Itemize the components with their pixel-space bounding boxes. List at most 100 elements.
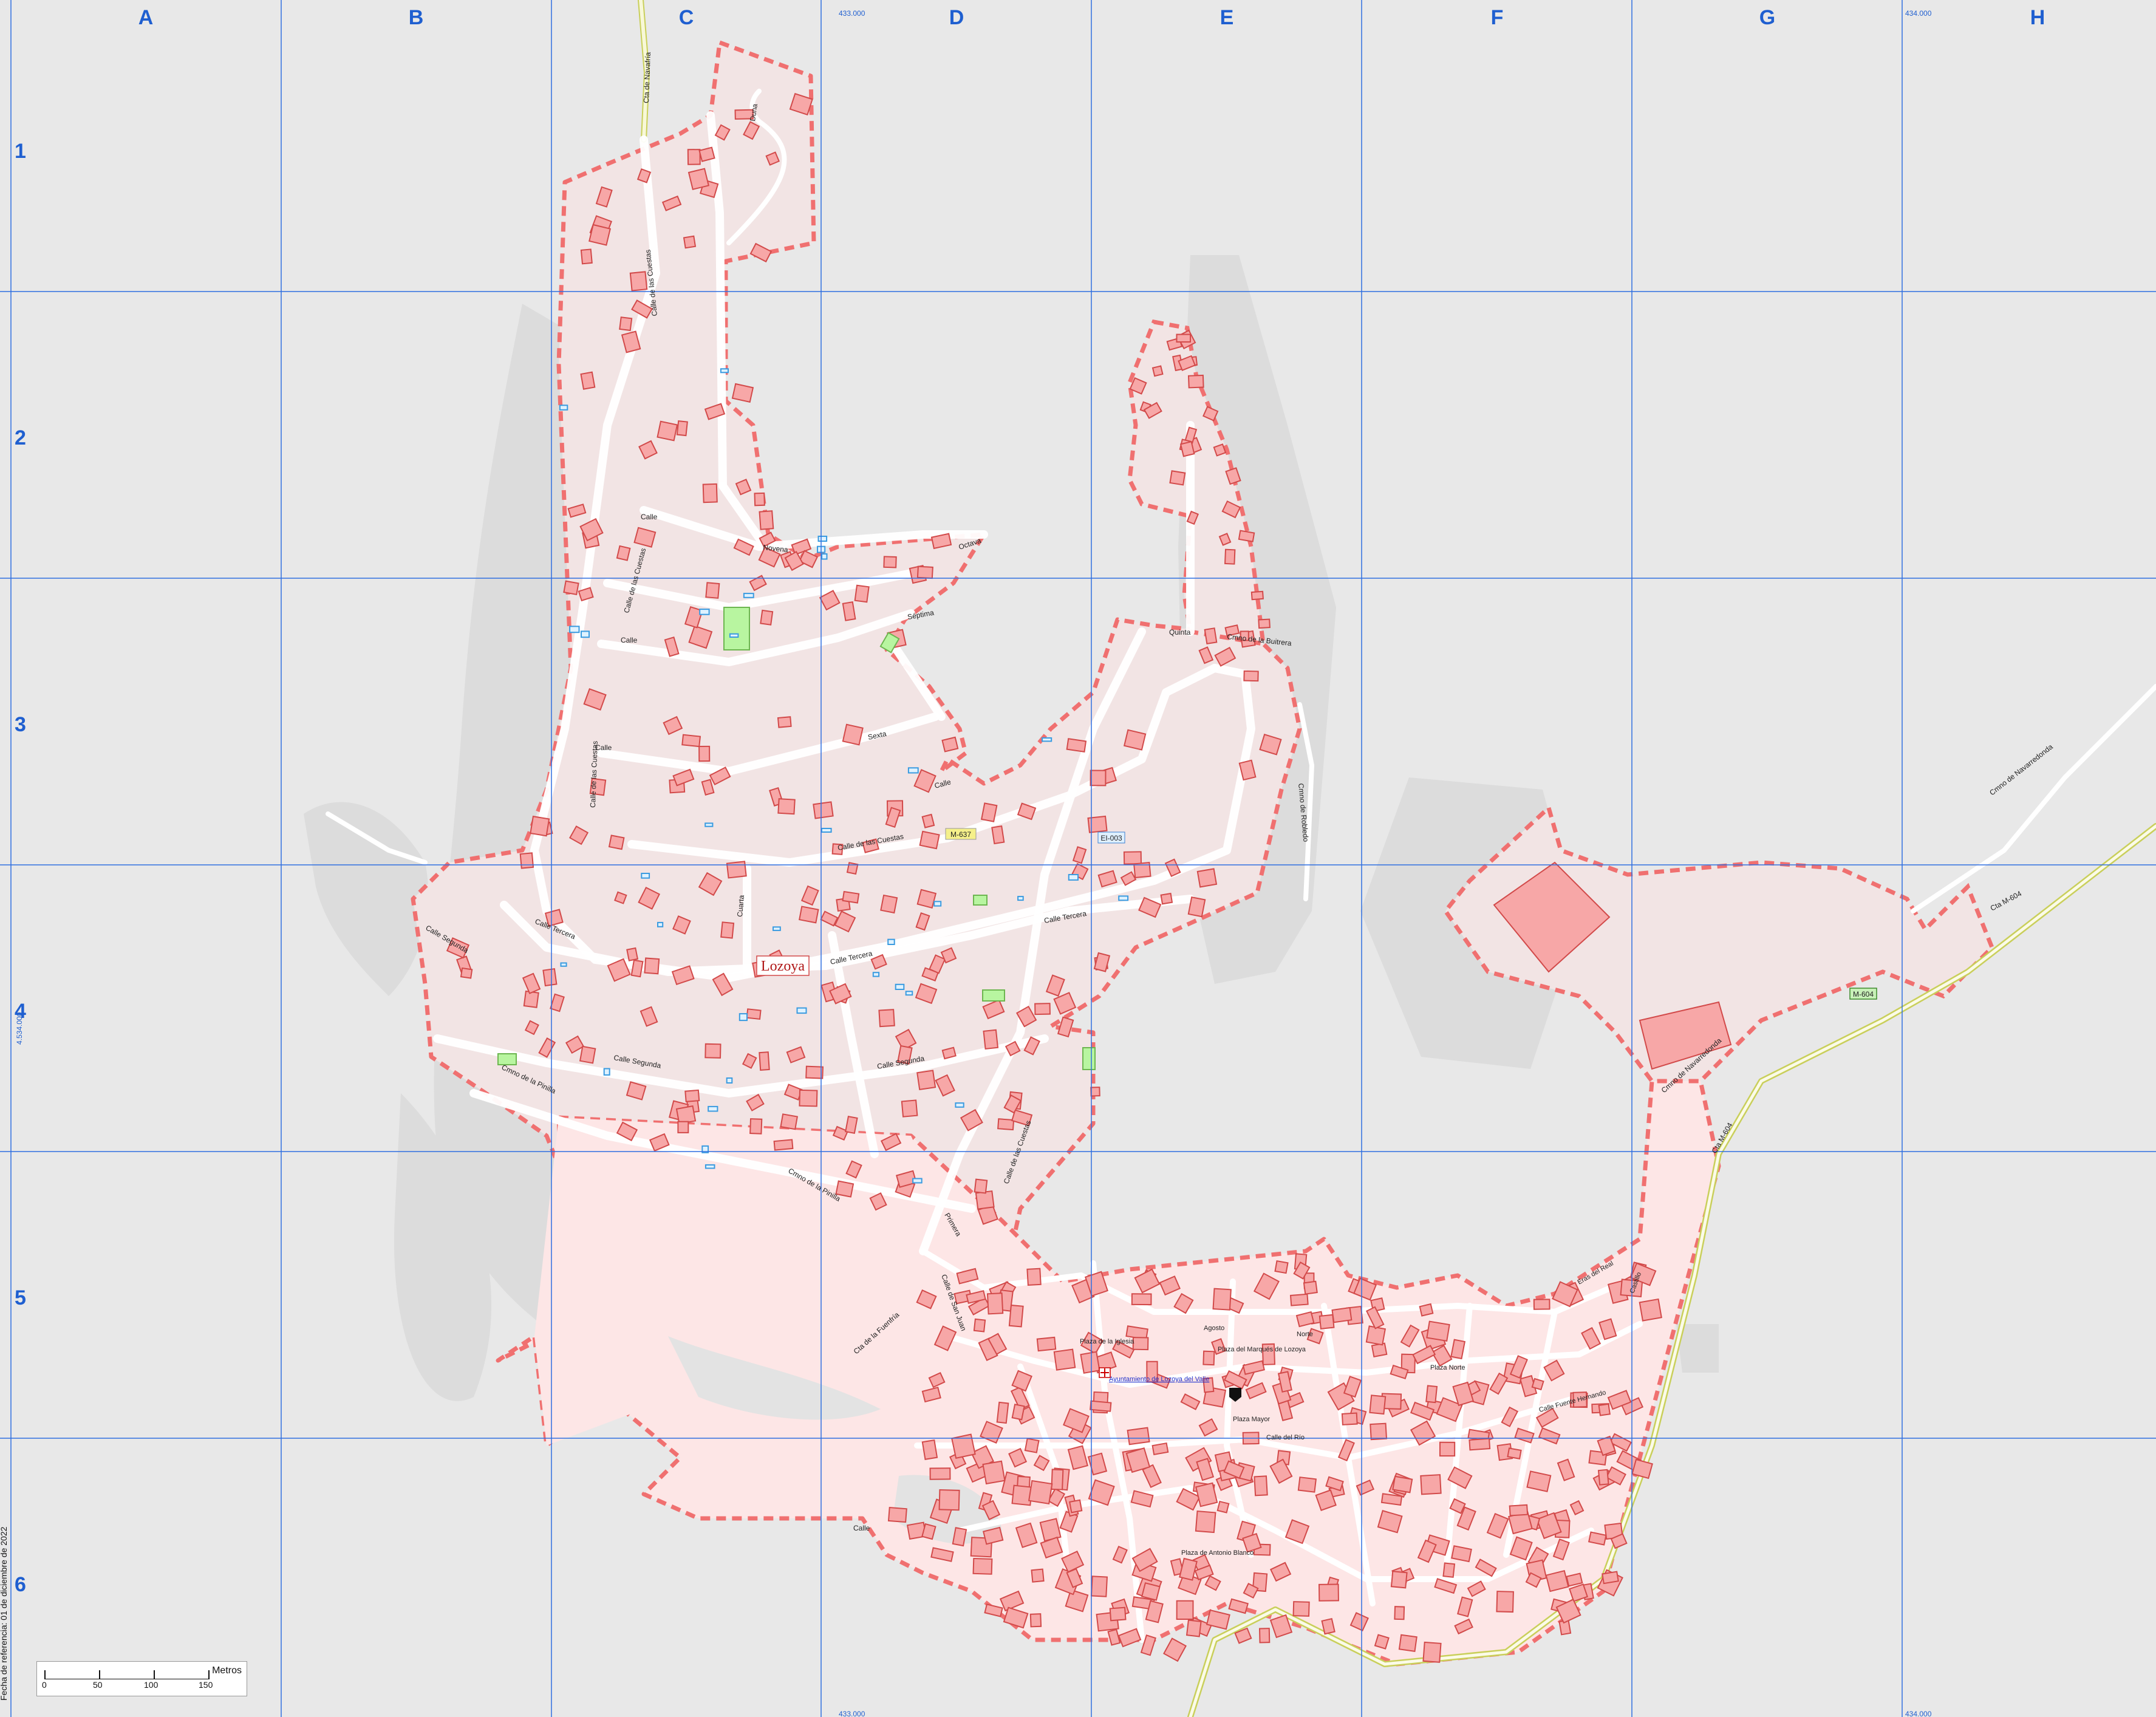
building xyxy=(1572,1391,1588,1408)
building xyxy=(583,688,607,711)
building xyxy=(869,1192,887,1211)
building xyxy=(742,1053,757,1069)
building xyxy=(1127,1427,1150,1446)
building xyxy=(1536,1512,1562,1540)
building xyxy=(916,565,933,579)
building xyxy=(1034,1003,1051,1016)
building xyxy=(446,937,470,959)
building xyxy=(616,545,631,561)
building xyxy=(1457,1596,1473,1617)
building xyxy=(1400,1324,1420,1348)
building xyxy=(835,1180,855,1198)
building xyxy=(1295,1311,1315,1328)
building xyxy=(1053,992,1077,1015)
building xyxy=(704,403,726,420)
building xyxy=(1216,1500,1230,1514)
building xyxy=(1140,1634,1156,1656)
building xyxy=(1526,1470,1552,1492)
grid-col-a: A xyxy=(138,6,154,29)
building xyxy=(773,1139,794,1151)
building xyxy=(1003,1094,1022,1114)
building xyxy=(1090,1400,1112,1412)
building xyxy=(982,1460,1006,1485)
building xyxy=(1434,1578,1458,1594)
building xyxy=(1369,1394,1387,1415)
building xyxy=(1447,1466,1473,1489)
building xyxy=(1066,1568,1083,1588)
building xyxy=(784,551,804,572)
pool xyxy=(933,901,942,907)
building xyxy=(1066,738,1087,753)
pool xyxy=(701,1145,709,1153)
building xyxy=(1047,1487,1066,1507)
building xyxy=(569,825,589,845)
grid-column-labels: A B C D E F G H xyxy=(138,6,2045,29)
building xyxy=(935,1074,955,1097)
building xyxy=(705,582,720,599)
building xyxy=(671,965,695,986)
building xyxy=(1509,1355,1528,1379)
building xyxy=(1146,1360,1158,1383)
building xyxy=(1269,1562,1292,1582)
building xyxy=(1051,1469,1064,1490)
building xyxy=(997,1118,1015,1131)
building xyxy=(1451,1545,1472,1563)
label-norte: Norte xyxy=(1297,1331,1313,1338)
reference-date-text: Fecha de referencia: 01 de diciembre de … xyxy=(0,1526,9,1701)
building xyxy=(1343,1376,1362,1398)
building xyxy=(799,550,819,568)
industrial-buildings xyxy=(1493,861,1732,1070)
building xyxy=(726,861,747,879)
building xyxy=(1141,1582,1161,1601)
building xyxy=(1024,1438,1040,1453)
building xyxy=(895,1028,917,1051)
buildings-layer xyxy=(446,92,1662,1663)
building xyxy=(1033,1455,1050,1472)
building xyxy=(1045,974,1065,997)
pool xyxy=(955,1102,964,1108)
building xyxy=(1123,851,1142,865)
building xyxy=(831,843,844,855)
building xyxy=(1080,1351,1100,1374)
building xyxy=(799,906,819,924)
building xyxy=(832,1125,849,1141)
pool xyxy=(907,767,919,774)
building xyxy=(1129,377,1147,395)
building xyxy=(567,503,587,518)
building xyxy=(1289,1293,1309,1306)
town-hall-icon xyxy=(1229,1388,1241,1402)
pool xyxy=(739,1013,748,1022)
building xyxy=(1318,1583,1339,1602)
grid-row-1: 1 xyxy=(15,140,26,163)
building xyxy=(1252,1572,1268,1592)
building xyxy=(626,947,639,961)
building xyxy=(1245,1382,1267,1400)
building xyxy=(842,890,860,904)
pool xyxy=(603,1068,610,1076)
pool xyxy=(559,405,568,411)
building xyxy=(915,983,938,1005)
building xyxy=(813,801,834,819)
building xyxy=(1130,1490,1154,1508)
building xyxy=(1225,467,1241,485)
building xyxy=(1475,1558,1497,1577)
building xyxy=(759,1051,770,1071)
building xyxy=(1040,1536,1063,1559)
building xyxy=(820,910,839,927)
building xyxy=(929,954,946,974)
building xyxy=(1145,1600,1164,1623)
building xyxy=(980,802,998,822)
building xyxy=(1337,1439,1355,1462)
building xyxy=(684,1089,700,1102)
building xyxy=(1203,406,1219,422)
building xyxy=(1392,1475,1413,1493)
building xyxy=(941,736,959,753)
building xyxy=(578,587,594,602)
building xyxy=(1036,1336,1057,1352)
pool xyxy=(704,822,714,827)
building xyxy=(626,1081,647,1101)
building xyxy=(1008,1447,1028,1468)
building xyxy=(1169,470,1186,486)
building xyxy=(687,149,701,165)
